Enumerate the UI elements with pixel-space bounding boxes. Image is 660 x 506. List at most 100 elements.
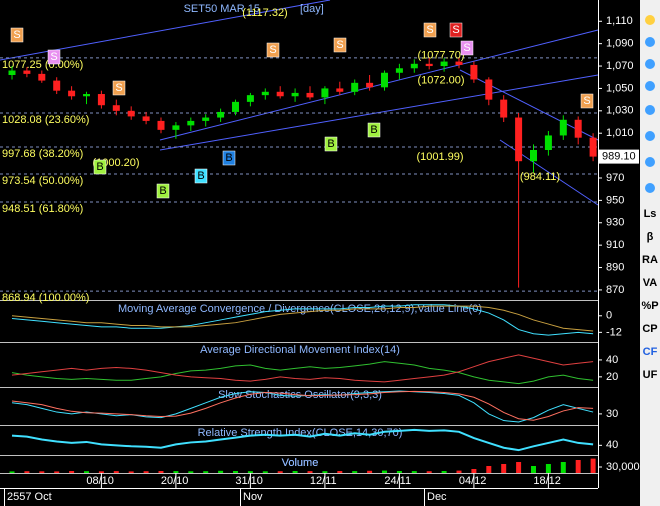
candle-body bbox=[97, 94, 105, 106]
volume-bar bbox=[322, 471, 328, 473]
candle-body bbox=[246, 95, 254, 102]
candle-body bbox=[8, 70, 16, 75]
signal-label: B bbox=[327, 138, 334, 150]
candle-body bbox=[187, 120, 195, 126]
tool-icon[interactable] bbox=[645, 157, 655, 167]
signal-label: B bbox=[370, 124, 377, 136]
signal-label: S bbox=[426, 24, 433, 36]
volume-bar bbox=[545, 464, 551, 473]
candle-body bbox=[83, 94, 90, 97]
signal-label: S bbox=[583, 95, 590, 107]
volume-bar bbox=[516, 462, 522, 473]
candle-body bbox=[23, 70, 31, 74]
volume-bar bbox=[173, 471, 179, 473]
annotation: (1077.70) bbox=[417, 49, 464, 61]
indicator-line bbox=[11, 304, 594, 336]
volume-bar bbox=[411, 471, 417, 473]
candle-body bbox=[261, 91, 269, 96]
signal-marker bbox=[333, 37, 347, 53]
y-tick-label: 950 bbox=[606, 194, 624, 206]
y-tick-label: 1,050 bbox=[606, 82, 634, 94]
candle-body bbox=[232, 101, 239, 112]
panel-title: Volume bbox=[282, 457, 319, 469]
signal-marker bbox=[10, 27, 24, 43]
tool-icon[interactable] bbox=[645, 183, 655, 193]
y-tick-label: 20 bbox=[606, 371, 618, 383]
y-tick-label: 30,000 bbox=[606, 461, 640, 473]
volume-bar bbox=[262, 471, 268, 473]
candle-body bbox=[68, 90, 76, 97]
x-tick-label: 08/10 bbox=[86, 475, 114, 487]
candle-body bbox=[530, 150, 537, 162]
candle-body bbox=[157, 120, 165, 130]
annotation: (984.11) bbox=[520, 171, 560, 183]
toolbar-label: RA bbox=[642, 254, 658, 266]
y-tick-label: 910 bbox=[606, 239, 624, 251]
last-price-label: 989.10 bbox=[602, 151, 636, 163]
candle-body bbox=[455, 61, 463, 65]
candle-body bbox=[559, 119, 567, 136]
signal-marker bbox=[222, 150, 236, 166]
tool-icon[interactable] bbox=[645, 37, 655, 47]
signal-label: S bbox=[452, 24, 459, 36]
signal-label: B bbox=[225, 152, 232, 164]
toolbar-label: UF bbox=[643, 369, 658, 381]
candle-body bbox=[500, 99, 508, 118]
volume-bar bbox=[471, 469, 477, 473]
indicator-line bbox=[11, 428, 594, 452]
indicator-line bbox=[11, 390, 594, 421]
candle-body bbox=[470, 64, 478, 80]
signal-label: B bbox=[159, 185, 166, 197]
candle-body bbox=[172, 125, 180, 130]
candle-body bbox=[485, 79, 493, 100]
volume-bar bbox=[575, 460, 581, 473]
volume-bar bbox=[113, 471, 119, 473]
candle-body bbox=[410, 63, 418, 69]
candle-body bbox=[515, 117, 523, 162]
volume-bar bbox=[247, 471, 253, 473]
annotation: (1117.32) bbox=[242, 7, 287, 19]
toolbar-items bbox=[645, 15, 655, 193]
candle-body bbox=[589, 137, 597, 157]
chart-interval: [day] bbox=[300, 3, 324, 15]
tool-icon[interactable] bbox=[645, 131, 655, 141]
volume-bar bbox=[531, 466, 536, 473]
candle-body bbox=[544, 135, 552, 150]
x-group-label: Dec bbox=[427, 491, 447, 503]
panel-title: Volume bbox=[282, 457, 319, 469]
candle-body bbox=[366, 82, 374, 88]
tool-icon[interactable] bbox=[645, 59, 655, 69]
volume-bar bbox=[98, 471, 104, 473]
signal-label: S bbox=[115, 82, 122, 94]
candle-body bbox=[381, 72, 388, 88]
signal-label: B bbox=[197, 170, 204, 182]
signal-marker bbox=[324, 136, 338, 152]
toolbar-label: CF bbox=[643, 346, 658, 358]
volume-bar bbox=[426, 471, 432, 473]
signal-label: B bbox=[96, 161, 103, 173]
tool-icon[interactable] bbox=[645, 81, 655, 91]
indicator-line bbox=[11, 305, 594, 332]
x-group-label: 2557 Oct bbox=[7, 491, 52, 503]
panel-title: Relative Strength Index(CLOSE,14,30,70) bbox=[198, 427, 403, 439]
x-tick-label: 24/11 bbox=[384, 475, 411, 487]
volume-bar bbox=[486, 466, 492, 473]
y-tick-label: 40 bbox=[606, 439, 618, 451]
indicator-line bbox=[11, 390, 594, 423]
signal-marker bbox=[93, 159, 107, 175]
y-tick-label: 930 bbox=[606, 217, 624, 229]
candle-body bbox=[440, 61, 448, 67]
y-tick-label: 970 bbox=[606, 172, 624, 184]
candle-body bbox=[321, 88, 329, 98]
candle-body bbox=[217, 111, 225, 118]
volume-bar bbox=[9, 471, 15, 473]
signal-marker bbox=[460, 40, 474, 56]
volume-bar bbox=[54, 471, 60, 473]
volume-bar bbox=[501, 464, 507, 473]
candle-body bbox=[351, 82, 359, 92]
x-tick-label: 20/10 bbox=[161, 475, 189, 487]
toolbar-label: VA bbox=[643, 277, 658, 289]
tool-icon[interactable] bbox=[645, 105, 655, 115]
tool-icon[interactable] bbox=[645, 15, 655, 25]
